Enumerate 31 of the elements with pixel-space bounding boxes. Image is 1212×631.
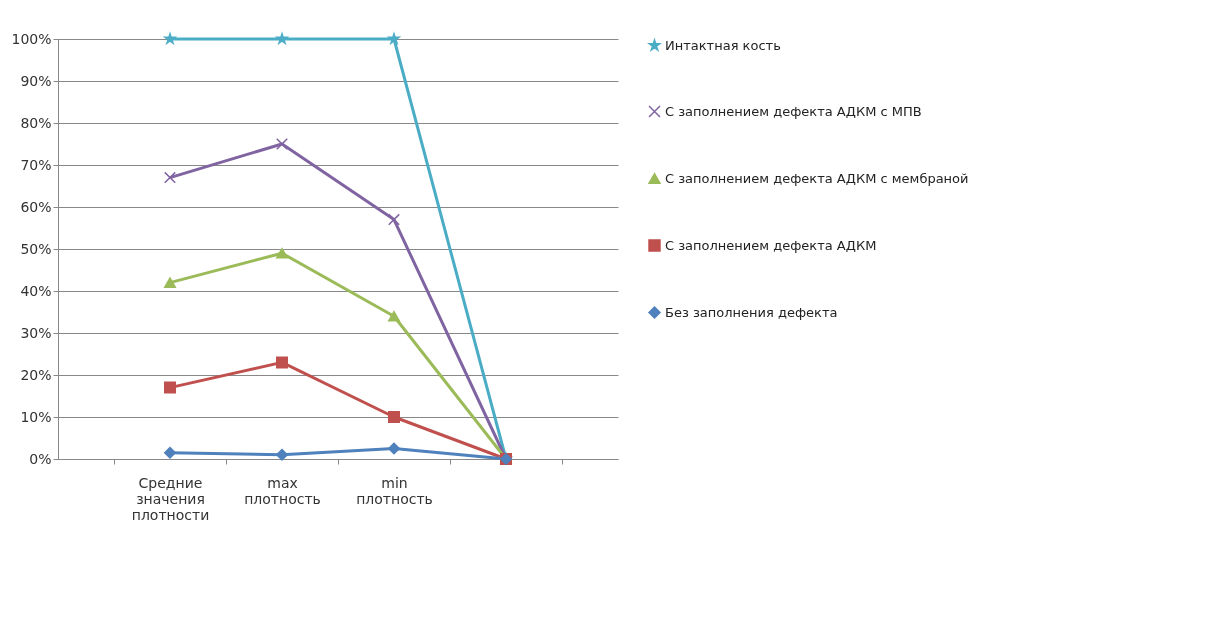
point <box>164 277 176 288</box>
x-tick-label: min плотность <box>356 474 433 507</box>
y-tick-label: 0% <box>29 450 52 467</box>
point <box>164 381 176 394</box>
x-tick-label: max плотность <box>244 474 321 507</box>
legend-label: С заполнением дефекта АДКМ с мембраной <box>665 170 969 186</box>
x-tick-label: Средние значения плотности <box>131 474 210 523</box>
y-tick-label: 60% <box>20 198 52 215</box>
y-tick-label: 50% <box>20 240 52 257</box>
point <box>388 310 400 322</box>
y-tick-label: 20% <box>20 366 52 383</box>
y-tick-label: 100% <box>11 30 52 47</box>
y-tick-label: 10% <box>20 408 52 425</box>
point <box>388 213 400 226</box>
point <box>164 446 176 459</box>
y-tick-label: 30% <box>20 324 52 341</box>
legend-label: Интактная кость <box>665 37 781 53</box>
point <box>276 247 288 259</box>
legend-label: С заполнением дефекта АДКМ с МПВ <box>665 103 922 119</box>
legend-label: С заполнением дефекта АДКМ <box>665 237 877 253</box>
legend-label: Без заполнения дефекта <box>665 304 838 320</box>
point <box>388 442 400 455</box>
point <box>276 356 288 369</box>
point <box>276 448 288 461</box>
y-tick-label: 80% <box>20 114 52 131</box>
y-tick-label: 70% <box>20 156 52 173</box>
point <box>164 171 176 184</box>
y-tick-label: 40% <box>20 282 52 299</box>
y-tick-label: 90% <box>20 72 52 89</box>
point <box>388 411 400 423</box>
point <box>276 138 288 150</box>
